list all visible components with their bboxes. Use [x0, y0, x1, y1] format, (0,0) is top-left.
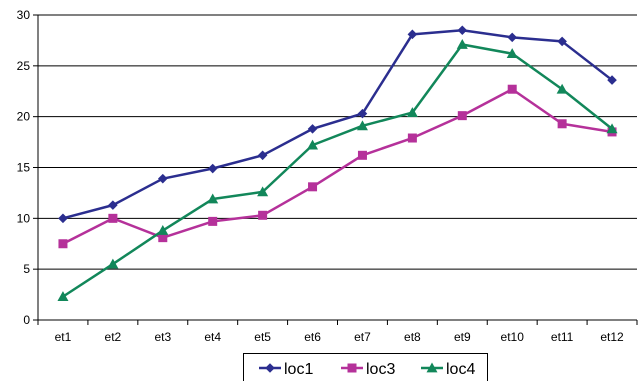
series-line — [62, 29, 613, 220]
data-point — [607, 75, 617, 85]
data-point — [357, 150, 367, 160]
data-point — [407, 29, 418, 40]
data-point — [357, 108, 368, 119]
data-point — [257, 186, 269, 197]
data-point — [456, 38, 468, 49]
data-point — [157, 225, 169, 235]
legend: loc1 loc3 loc4 — [243, 353, 488, 381]
series-line — [62, 87, 613, 245]
x-axis-ticks: et1 et2 et3 et4 et5 et6 et7 et8 et9 et10 et11 et12 — [37, 320, 638, 344]
data-point — [157, 173, 168, 184]
y-tick-label: 5 — [23, 262, 30, 276]
legend-box — [243, 353, 488, 381]
data-point — [557, 36, 567, 47]
x-tick-label: et9 — [454, 330, 471, 344]
data-point — [557, 119, 567, 129]
legend-item-loc3: loc3 — [341, 361, 395, 378]
series-group — [57, 25, 618, 302]
x-tick-label: et6 — [304, 330, 321, 344]
data-point — [108, 213, 118, 223]
data-point — [307, 124, 318, 134]
legend-swatch-marker — [347, 363, 357, 373]
y-axis-ticks: 0 5 10 15 20 25 30 — [17, 8, 38, 327]
legend-item-loc4: loc4 — [421, 361, 475, 378]
x-tick-label: et2 — [105, 330, 122, 344]
data-point — [506, 48, 518, 59]
data-point — [407, 133, 417, 143]
legend-swatch-marker — [426, 362, 438, 373]
x-tick-label: et10 — [501, 330, 525, 344]
series-loc1 — [58, 25, 617, 224]
data-point — [606, 123, 618, 134]
data-point — [108, 200, 118, 210]
y-tick-label: 10 — [17, 211, 31, 225]
y-tick-label: 15 — [17, 161, 31, 175]
legend-label: loc1 — [284, 361, 313, 378]
y-tick-label: 0 — [23, 313, 30, 327]
legend-label: loc3 — [366, 361, 395, 378]
data-point — [507, 84, 517, 94]
data-point — [556, 83, 568, 94]
data-point — [457, 111, 467, 121]
data-point — [58, 213, 68, 224]
x-tick-label: et12 — [600, 330, 624, 344]
legend-item-loc1: loc1 — [259, 361, 313, 378]
data-point — [308, 182, 318, 192]
x-tick-label: et5 — [254, 330, 271, 344]
x-tick-label: et11 — [551, 330, 574, 344]
data-point — [158, 233, 168, 243]
data-point — [107, 258, 119, 269]
y-tick-label: 30 — [17, 8, 31, 22]
data-point — [406, 107, 418, 117]
y-tick-label: 20 — [17, 110, 31, 124]
gridlines — [38, 14, 637, 270]
legend-swatch-marker — [265, 363, 275, 373]
x-tick-label: et7 — [354, 330, 371, 344]
x-tick-label: et3 — [154, 330, 171, 344]
x-tick-label: et4 — [204, 330, 221, 344]
data-point — [356, 120, 368, 131]
x-tick-label: et1 — [55, 330, 72, 344]
series-loc4 — [57, 38, 618, 302]
x-tick-label: et8 — [404, 330, 421, 344]
data-point — [207, 163, 218, 174]
data-point — [208, 216, 218, 226]
data-point — [257, 150, 268, 161]
series-loc3 — [58, 84, 617, 249]
y-tick-label: 25 — [17, 59, 31, 73]
data-point — [58, 239, 68, 249]
data-point — [207, 193, 219, 204]
data-point — [57, 291, 69, 302]
data-point — [258, 210, 268, 220]
data-point — [307, 139, 319, 150]
data-point — [457, 25, 468, 36]
legend-label: loc4 — [446, 361, 475, 378]
data-point — [507, 32, 518, 43]
series-line — [62, 43, 613, 298]
